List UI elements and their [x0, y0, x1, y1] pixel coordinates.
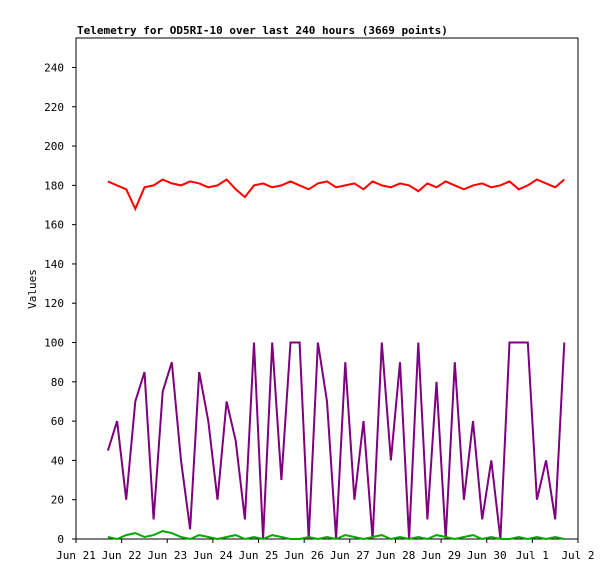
- x-tick-label: Jun 27: [330, 549, 370, 562]
- x-tick-label: Jul 1: [516, 549, 549, 562]
- y-tick-label: 60: [51, 415, 64, 428]
- x-tick-label: Jun 26: [284, 549, 324, 562]
- x-tick-label: Jun 29: [421, 549, 461, 562]
- y-tick-label: 240: [44, 61, 64, 74]
- y-tick-label: 180: [44, 179, 64, 192]
- y-tick-label: 200: [44, 140, 64, 153]
- y-tick-label: 220: [44, 101, 64, 114]
- y-tick-label: 160: [44, 219, 64, 232]
- x-tick-label: Jun 28: [376, 549, 416, 562]
- plot-frame: [75, 37, 579, 540]
- y-tick-label: 80: [51, 376, 64, 389]
- y-tick-label: 140: [44, 258, 64, 271]
- y-tick-label: 20: [51, 494, 64, 507]
- series-line: [106, 341, 566, 540]
- chart-title: Telemetry for OD5RI-10 over last 240 hou…: [77, 24, 448, 37]
- x-tick-label: Jun 23: [147, 549, 187, 562]
- y-tick-label: 100: [44, 337, 64, 350]
- x-tick-label: Jun 24: [193, 549, 233, 562]
- x-tick-label: Jun 22: [102, 549, 142, 562]
- series-line: [107, 530, 565, 541]
- x-tick-label: Jun 30: [467, 549, 507, 562]
- series-line: [107, 178, 565, 212]
- x-tick-label: Jun 25: [239, 549, 279, 562]
- x-tick-label: Jun 21: [56, 549, 96, 562]
- x-tick-label: Jul 2: [561, 549, 594, 562]
- y-tick-label: 120: [44, 297, 64, 310]
- y-axis-label: Values: [26, 269, 39, 309]
- y-tick-label: 40: [51, 454, 64, 467]
- y-tick-label: 0: [57, 533, 64, 546]
